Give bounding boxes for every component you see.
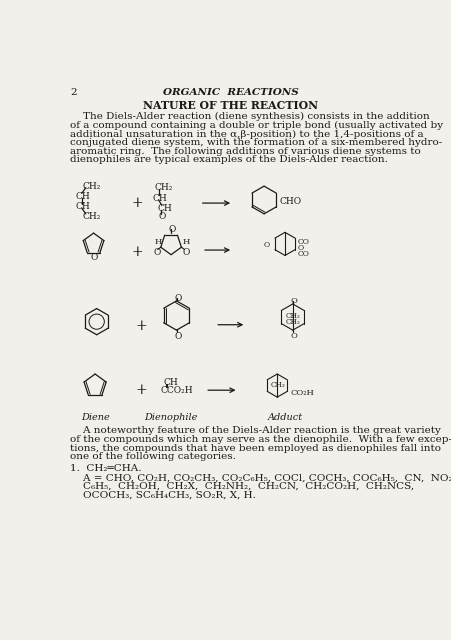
Text: Diene: Diene: [81, 413, 110, 422]
Text: C₆H₅,  CH₂OH,  CH₂X,  CH₂NH₂,  CH₂CN,  CH₂CO₂H,  CH₂NCS,: C₆H₅, CH₂OH, CH₂X, CH₂NH₂, CH₂CN, CH₂CO₂…: [70, 482, 414, 491]
Text: +: +: [136, 383, 147, 397]
Text: CO: CO: [297, 237, 309, 246]
Text: CHO: CHO: [280, 197, 302, 206]
Text: CH: CH: [76, 202, 91, 211]
Text: O: O: [91, 253, 98, 262]
Text: O: O: [290, 332, 297, 340]
Text: aromatic ring.  The following additions of various diene systems to: aromatic ring. The following additions o…: [70, 147, 421, 156]
Text: +: +: [132, 244, 143, 259]
Text: additional unsaturation in the α,β-position) to the 1,4-positions of a: additional unsaturation in the α,β-posit…: [70, 129, 424, 139]
Text: O: O: [264, 241, 270, 249]
Text: A noteworthy feature of the Diels-Alder reaction is the great variety: A noteworthy feature of the Diels-Alder …: [70, 426, 441, 435]
Text: 1.  CH₂═CHA.: 1. CH₂═CHA.: [70, 464, 142, 473]
Text: CH₂: CH₂: [83, 182, 101, 191]
Text: tions, the compounds that have been employed as dienophiles fall into: tions, the compounds that have been empl…: [70, 444, 442, 452]
Text: CH₂: CH₂: [154, 183, 172, 192]
Text: O: O: [183, 248, 190, 257]
Text: Adduct: Adduct: [267, 413, 303, 422]
Text: H: H: [155, 237, 162, 246]
Text: one of the following categories.: one of the following categories.: [70, 452, 236, 461]
Text: CH: CH: [163, 378, 178, 387]
Text: O: O: [153, 248, 161, 257]
Text: CH: CH: [157, 204, 172, 213]
Text: O: O: [174, 294, 182, 303]
Text: dienophiles are typical examples of the Diels-Alder reaction.: dienophiles are typical examples of the …: [70, 156, 388, 164]
Text: CH₂: CH₂: [286, 312, 301, 319]
Text: A = CHO, CO₂H, CO₂CH₃, CO₂C₆H₅, COCl, COCH₃, COC₆H₅,  CN,  NO₂,: A = CHO, CO₂H, CO₂CH₃, CO₂C₆H₅, COCl, CO…: [70, 474, 451, 483]
Text: O: O: [290, 297, 297, 305]
Text: of a compound containing a double or triple bond (usually activated by: of a compound containing a double or tri…: [70, 121, 443, 130]
Text: ORGANIC  REACTIONS: ORGANIC REACTIONS: [163, 88, 299, 97]
Text: CO₂H: CO₂H: [290, 388, 314, 397]
Text: +: +: [136, 319, 147, 333]
Text: NATURE OF THE REACTION: NATURE OF THE REACTION: [143, 100, 318, 111]
Text: CCO₂H: CCO₂H: [160, 387, 193, 396]
Text: CH₂: CH₂: [83, 212, 101, 221]
Text: O: O: [169, 225, 176, 234]
Text: conjugated diene system, with the formation of a six-membered hydro-: conjugated diene system, with the format…: [70, 138, 442, 147]
Text: CO: CO: [297, 250, 309, 258]
Text: CH: CH: [152, 194, 167, 203]
Text: The Diels-Alder reaction (diene synthesis) consists in the addition: The Diels-Alder reaction (diene synthesi…: [70, 112, 430, 122]
Text: CH: CH: [76, 192, 91, 202]
Text: H: H: [183, 237, 190, 246]
Text: of the compounds which may serve as the dienophile.  With a few excep-: of the compounds which may serve as the …: [70, 435, 451, 444]
Text: 2: 2: [70, 88, 77, 97]
Text: OCOCH₃, SC₆H₄CH₃, SO₂R, X, H.: OCOCH₃, SC₆H₄CH₃, SO₂R, X, H.: [70, 491, 256, 500]
Text: O: O: [174, 332, 182, 340]
Text: Dienophile: Dienophile: [144, 413, 198, 422]
Text: O: O: [297, 244, 304, 252]
Text: O: O: [159, 212, 166, 221]
Text: CH₂: CH₂: [271, 381, 286, 389]
Text: CH₂: CH₂: [286, 318, 301, 326]
Text: +: +: [132, 196, 143, 210]
